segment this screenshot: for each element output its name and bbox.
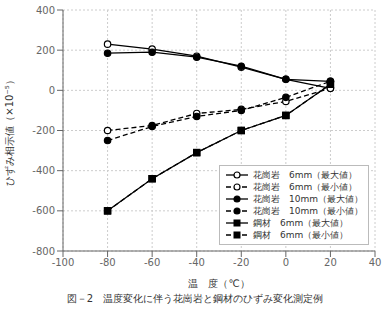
svg-text:0: 0 <box>283 257 289 268</box>
html-text:花崗岩 6mm（最小値）: 花崗岩 6mm（最小値） <box>253 182 358 192</box>
html-text:花崗岩 10mm（最小値）: 花崗岩 10mm（最小値） <box>253 206 363 216</box>
svg-text:0: 0 <box>49 85 55 96</box>
svg-text:-20: -20 <box>233 257 249 268</box>
svg-text:-600: -600 <box>32 205 55 216</box>
svg-text:200: 200 <box>36 45 55 56</box>
svg-text:-40: -40 <box>189 257 205 268</box>
html-text:鋼材 6mm（最大値）: 鋼材 6mm（最大値） <box>253 218 349 228</box>
svg-text:20: 20 <box>324 257 337 268</box>
svg-text:400: 400 <box>36 5 55 16</box>
svg-text:ひずみ相示値（×10⁻⁵）: ひずみ相示値（×10⁻⁵） <box>8 75 16 185</box>
html-text:花崗岩 6mm（最大値）: 花崗岩 6mm（最大値） <box>253 170 358 180</box>
svg-text:-60: -60 <box>144 257 160 268</box>
html-text:鋼材 6mm（最小値）: 鋼材 6mm（最小値） <box>253 230 349 240</box>
svg-text:-800: -800 <box>32 246 55 257</box>
html-text:図－2 温度変化に伴う花崗岩と鋼材のひずみ変化測定例: 図－2 温度変化に伴う花崗岩と鋼材のひずみ変化測定例 <box>66 293 324 304</box>
svg-text:-200: -200 <box>32 125 55 136</box>
svg-text:-100: -100 <box>52 257 75 268</box>
svg-text:40: 40 <box>369 257 382 268</box>
svg-text:-400: -400 <box>32 165 55 176</box>
svg-text:-80: -80 <box>99 257 115 268</box>
svg-text:温 度（℃）: 温 度（℃） <box>188 278 249 289</box>
html-text:花崗岩 10mm（最大値）: 花崗岩 10mm（最大値） <box>253 194 363 204</box>
